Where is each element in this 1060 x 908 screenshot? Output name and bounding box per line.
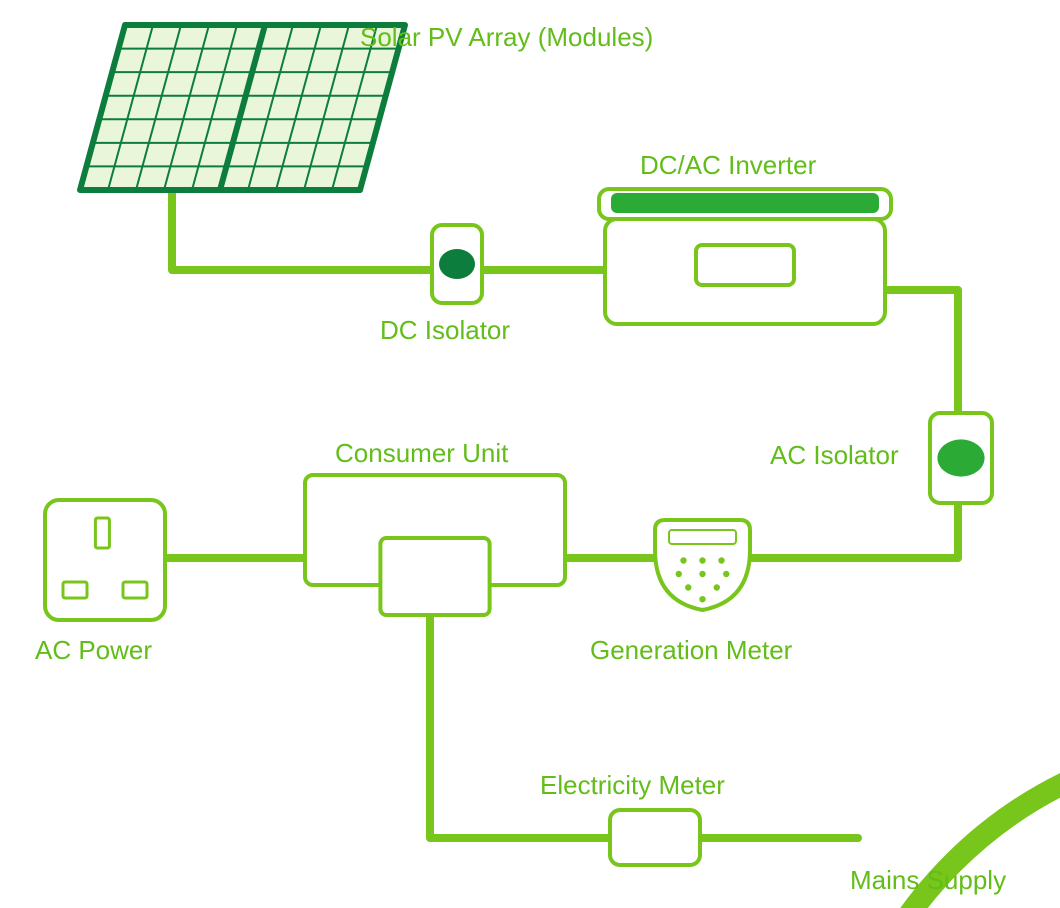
label-solar: Solar PV Array (Modules) bbox=[360, 22, 653, 53]
dc-isolator-icon bbox=[432, 225, 482, 303]
label-generation: Generation Meter bbox=[590, 635, 792, 666]
electricity-meter-icon bbox=[610, 810, 700, 865]
label-mains: Mains Supply bbox=[850, 865, 1006, 896]
label-consumer: Consumer Unit bbox=[335, 438, 508, 469]
label-inverter: DC/AC Inverter bbox=[640, 150, 816, 181]
inverter-icon bbox=[599, 189, 891, 324]
label-ac-power: AC Power bbox=[35, 635, 152, 666]
label-electricity: Electricity Meter bbox=[540, 770, 725, 801]
solar-panel-icon bbox=[80, 25, 405, 190]
ac-isolator-icon bbox=[930, 413, 992, 503]
label-ac-isolator: AC Isolator bbox=[770, 440, 899, 471]
label-dc-isolator: DC Isolator bbox=[380, 315, 510, 346]
consumer-unit-icon bbox=[305, 475, 565, 615]
ac-power-icon bbox=[45, 500, 165, 620]
generation-meter-icon bbox=[655, 520, 750, 610]
